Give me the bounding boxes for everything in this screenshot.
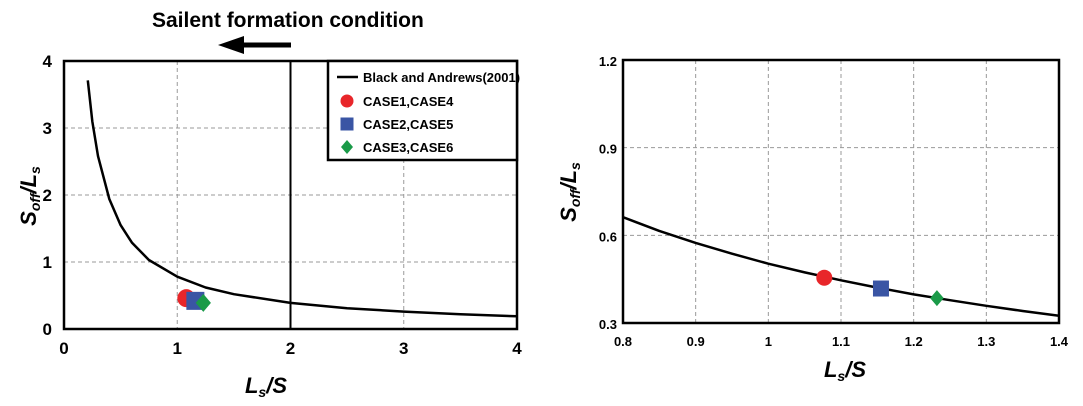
x-tick-label: 1 — [173, 339, 182, 358]
case-point-diamond — [195, 293, 211, 312]
legend-diamond-marker — [341, 140, 353, 154]
right-x-axis-label: Ls/S — [824, 357, 866, 384]
x-tick-label: 0 — [59, 339, 68, 358]
x-tick-label: 0.9 — [687, 334, 705, 349]
x-tick-label: 1 — [765, 334, 772, 349]
left-ticks: 0 1 2 3 4 0 1 2 3 4 — [43, 52, 523, 358]
case-point-circle — [816, 269, 833, 286]
right-grid — [623, 60, 1059, 323]
annotation-text: Sailent formation condition — [152, 9, 424, 32]
right-curve-group — [623, 216, 1059, 317]
right-chart: 0.8 0.9 1 1.1 1.2 1.3 1.4 0.3 0.6 0.9 1.2 Ls/S Sof… — [556, 54, 1069, 384]
y-tick-label: 3 — [43, 119, 52, 138]
y-tick-label: 0.3 — [599, 317, 617, 332]
x-tick-label: 0.8 — [614, 334, 632, 349]
x-tick-label: 1.1 — [832, 334, 850, 349]
legend-label-case2-case5: CASE2,CASE5 — [363, 117, 453, 132]
y-tick-label: 1 — [43, 253, 52, 272]
left-curve-group — [86, 80, 517, 318]
left-chart: 0 1 2 3 4 0 1 2 3 4 Black and Andrews(2001) CASE1… — [16, 9, 522, 400]
y-tick-label: 2 — [43, 186, 52, 205]
y-tick-label: 0.9 — [599, 142, 617, 157]
y-tick-label: 0 — [43, 320, 52, 339]
legend-square-marker — [340, 117, 354, 131]
legend-circle-marker — [340, 94, 354, 108]
right-ticks: 0.8 0.9 1 1.1 1.2 1.3 1.4 0.3 0.6 0.9 1.2 — [599, 54, 1069, 349]
x-tick-label: 3 — [399, 339, 408, 358]
right-plot-frame — [621, 58, 1061, 325]
legend-label-case1-case4: CASE1,CASE4 — [363, 94, 454, 109]
x-tick-label: 4 — [512, 339, 522, 358]
x-tick-label: 1.3 — [977, 334, 995, 349]
case-point-diamond — [930, 290, 944, 307]
x-tick-label: 1.4 — [1050, 334, 1069, 349]
left-points — [177, 289, 211, 312]
annotation-arrow — [218, 36, 291, 54]
y-tick-label: 4 — [43, 52, 53, 71]
y-tick-label: 1.2 — [599, 54, 617, 69]
black-andrews-curve — [623, 216, 1059, 317]
right-y-axis-label: Soff/Ls — [556, 162, 583, 222]
case-point-square — [872, 280, 889, 297]
black-andrews-curve — [86, 80, 517, 318]
legend-label-case3-case6: CASE3,CASE6 — [363, 140, 453, 155]
legend-box — [326, 59, 519, 162]
right-points — [816, 269, 944, 307]
x-tick-label: 1.2 — [905, 334, 923, 349]
legend-label-black-andrews: Black and Andrews(2001) — [363, 70, 520, 85]
left-y-axis-label: Soff/Ls — [16, 166, 43, 226]
y-tick-label: 0.6 — [599, 229, 617, 244]
left-x-axis-label: Ls/S — [245, 373, 287, 400]
legend: Black and Andrews(2001) CASE1,CASE4 CASE… — [326, 59, 520, 162]
x-tick-label: 2 — [286, 339, 295, 358]
left-plot-frame — [62, 59, 519, 331]
